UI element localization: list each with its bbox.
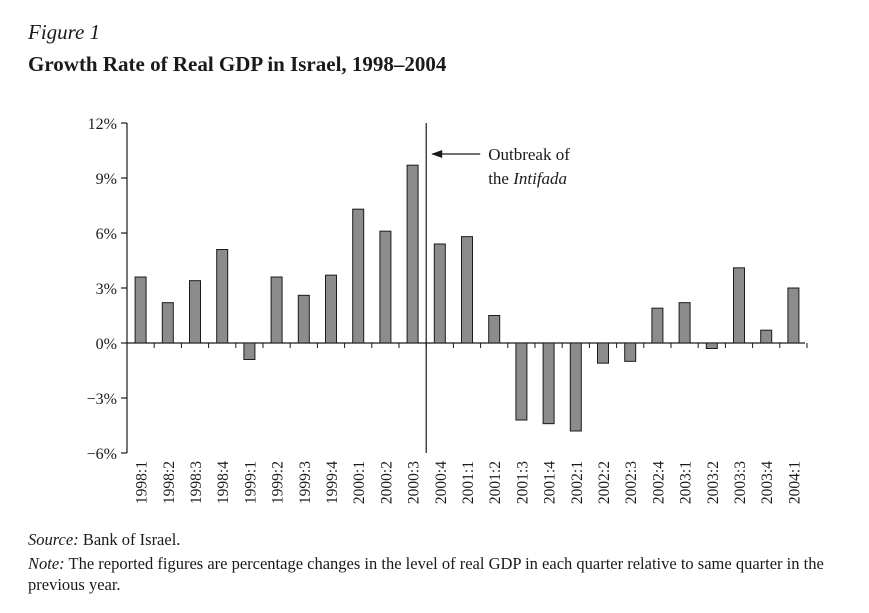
x-tick-label: 1998:4	[215, 461, 232, 504]
x-tick-label: 1998:2	[161, 461, 178, 504]
x-tick-label: 2001:2	[487, 461, 504, 504]
bar	[297, 294, 310, 344]
bar	[624, 342, 637, 362]
bar	[270, 276, 283, 344]
bars	[134, 164, 800, 432]
annotation-line-1: Outbreak of	[488, 145, 570, 164]
bar	[134, 276, 147, 344]
y-tick-label: 6%	[96, 226, 117, 243]
y-tick-label: 9%	[96, 171, 117, 188]
y-tick-label: −3%	[87, 391, 117, 408]
bar-chart: −6%−3%0%3%6%9%12% 1998:1 1998:2 1998:3 1998…	[87, 116, 808, 504]
x-tick-label: 2002:2	[596, 461, 613, 504]
bar	[433, 243, 446, 344]
y-tick-label: 12%	[88, 116, 117, 133]
x-tick-label: 2001:1	[460, 461, 477, 504]
bar	[161, 302, 174, 344]
x-tick-label: 1999:1	[242, 461, 259, 504]
y-tick-label: 3%	[96, 281, 117, 298]
bar	[733, 267, 745, 344]
x-tick-label: 1998:3	[188, 461, 205, 504]
x-tick-label: 2003:4	[759, 461, 776, 504]
figure-title: Growth Rate of Real GDP in Israel, 1998–…	[28, 52, 447, 76]
annotation-line-2: the Intifada	[488, 169, 567, 188]
x-tick-label: 2002:3	[623, 461, 640, 504]
bar	[488, 315, 501, 344]
x-tick-label: 2002:4	[650, 461, 667, 504]
bar	[379, 230, 392, 344]
arrow-head	[431, 150, 443, 158]
x-tick-label: 1999:2	[270, 461, 287, 504]
bar	[461, 236, 473, 344]
bar	[760, 329, 773, 344]
bar	[325, 274, 337, 344]
x-tick-label: 1999:4	[324, 461, 341, 504]
x-tick-label: 2004:1	[786, 461, 803, 504]
y-tick-label: 0%	[96, 336, 117, 353]
x-tick-label: 1999:3	[297, 461, 314, 504]
intifada-annotation: Outbreak of the Intifada	[425, 123, 570, 453]
bar	[216, 249, 229, 344]
x-tick-label: 2000:3	[406, 461, 423, 504]
y-tick-label: −6%	[87, 446, 117, 463]
source-line: Source: Bank of Israel.	[28, 530, 180, 550]
note-text: Note: The reported figures are percentag…	[28, 553, 828, 595]
x-tick-label: 2001:3	[514, 461, 531, 504]
bar	[515, 342, 528, 421]
bar	[597, 342, 609, 364]
figure-label: Figure 1	[28, 20, 101, 44]
x-tick-label: 2003:2	[705, 461, 722, 504]
bar	[569, 342, 582, 432]
bar	[651, 307, 664, 344]
bar	[406, 164, 419, 344]
bar	[189, 280, 201, 344]
bar	[705, 342, 718, 349]
x-tick-label: 2000:1	[351, 461, 368, 504]
x-tick-label: 2000:2	[378, 461, 395, 504]
bar	[542, 342, 555, 425]
x-tick-label: 2002:1	[569, 461, 586, 504]
bar	[787, 287, 800, 344]
source-text: Bank of Israel.	[78, 530, 181, 549]
bar	[243, 342, 256, 360]
x-tick-label: 2003:3	[732, 461, 749, 504]
bar	[678, 302, 691, 344]
x-tick-label: 2001:4	[542, 461, 559, 504]
bar	[352, 208, 365, 344]
source-label: Source:	[28, 530, 79, 549]
note-label: Note:	[28, 554, 65, 573]
x-tick-label: 2003:1	[678, 461, 695, 504]
x-tick-label: 1998:1	[134, 461, 151, 504]
x-tick-label: 2000:4	[433, 461, 450, 504]
x-axis: 1998:1 1998:2 1998:3 1998:4 1999:1 1999:2 1999…	[134, 343, 808, 504]
note-body: The reported figures are percentage chan…	[28, 554, 824, 594]
